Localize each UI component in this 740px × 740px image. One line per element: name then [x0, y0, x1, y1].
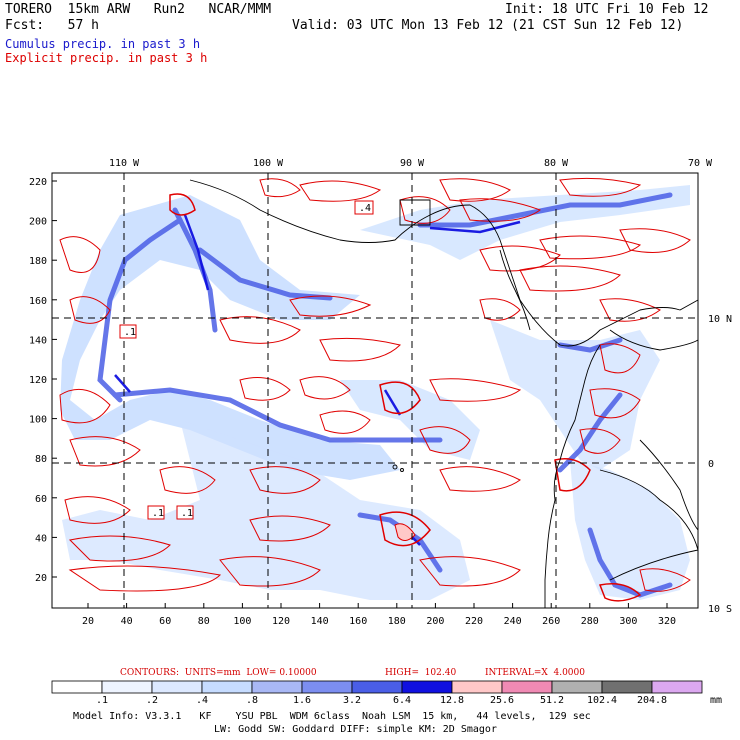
contours-high: HIGH= 102.40	[385, 668, 457, 678]
colorbar-swatch	[451, 680, 503, 694]
colorbar-swatch	[151, 680, 203, 694]
lon-label: 110 W	[109, 158, 140, 169]
colorbar-swatch	[251, 680, 303, 694]
colorbar-swatch	[101, 680, 153, 694]
model-info: Model Info: V3.3.1 KF YSU PBL WDM 6class…	[73, 711, 591, 722]
colorbar-tick-label: 51.2	[539, 695, 565, 706]
y-tick-label: 100	[29, 415, 47, 426]
x-tick-label: 60	[159, 616, 171, 627]
physics-info: LW: Godd SW: Goddard DIFF: simple KM: 2D…	[214, 724, 497, 735]
lon-label: 80 W	[544, 158, 569, 169]
colorbar-tick-label: .8	[245, 695, 259, 706]
colorbar-tick-label: 25.6	[489, 695, 515, 706]
contour-label: .1	[181, 508, 193, 519]
y-tick-label: 20	[35, 573, 47, 584]
coastlines	[189, 179, 698, 608]
x-tick-label: 140	[311, 616, 329, 627]
lon-label: 100 W	[253, 158, 284, 169]
colorbar-tick-label: 204.8	[636, 695, 668, 706]
contours-units: CONTOURS: UNITS=mm LOW= 0.10000	[120, 668, 317, 678]
valid-time: Valid: 03 UTC Mon 13 Feb 12 (21 CST Sun …	[292, 18, 684, 33]
colorbar-swatch	[201, 680, 253, 694]
y-tick-label: 160	[29, 296, 47, 307]
x-tick-label: 300	[619, 616, 637, 627]
x-tick-label: 320	[658, 616, 676, 627]
colorbar-unit: mm	[709, 695, 723, 706]
explicit-contours	[59, 177, 691, 602]
x-tick-label: 240	[504, 616, 522, 627]
x-tick-label: 200	[426, 616, 444, 627]
x-tick-label: 80	[198, 616, 210, 627]
lon-label: 90 W	[400, 158, 425, 169]
x-tick-label: 280	[581, 616, 599, 627]
x-tick-label: 260	[542, 616, 560, 627]
colorbar-swatch	[301, 680, 353, 694]
colorbar-swatch	[351, 680, 403, 694]
y-tick-label: 40	[35, 533, 47, 544]
x-tick-label: 180	[388, 616, 406, 627]
cumulus-light-areas	[60, 185, 690, 600]
y-tick-label: 180	[29, 256, 47, 267]
lon-label: 70 W	[688, 158, 713, 169]
x-tick-label: 100	[233, 616, 251, 627]
contour-label: .1	[152, 508, 164, 519]
lat-lon-grid	[52, 173, 698, 608]
x-tick-label: 220	[465, 616, 483, 627]
colorbar-tick-label: 3.2	[342, 695, 362, 706]
precip-field	[59, 177, 698, 608]
init-time: Init: 18 UTC Fri 10 Feb 12	[505, 2, 709, 17]
colorbar-swatch	[401, 680, 453, 694]
model-title: TORERO 15km ARW Run2 NCAR/MMM	[5, 2, 272, 17]
colorbar-tick-label: 1.6	[292, 695, 312, 706]
colorbar-tick-label: .1	[95, 695, 109, 706]
y-tick-label: 80	[35, 454, 47, 465]
legend-cumulus: Cumulus precip. in past 3 h	[5, 37, 201, 51]
colorbar-swatch	[651, 680, 703, 694]
contour-label: .4	[359, 203, 371, 214]
legend-explicit: Explicit precip. in past 3 h	[5, 51, 208, 65]
forecast-hour: Fcst: 57 h	[5, 18, 99, 33]
colorbar-swatch	[551, 680, 603, 694]
map-frame	[51, 172, 699, 609]
x-tick-label: 120	[272, 616, 290, 627]
x-tick-label: 160	[349, 616, 367, 627]
contour-labels: .4 .1 .1 .1	[119, 200, 374, 520]
y-tick-label: 140	[29, 335, 47, 346]
colorbar-swatch	[501, 680, 553, 694]
colorbar-tick-label: 6.4	[392, 695, 412, 706]
colorbar	[51, 680, 703, 694]
lat-label: 10 S	[708, 604, 732, 615]
x-tick-label: 20	[82, 616, 94, 627]
lat-label: 10 N	[708, 314, 732, 325]
y-tick-label: 200	[29, 217, 47, 228]
colorbar-swatch	[51, 680, 103, 694]
y-tick-label: 220	[29, 177, 47, 188]
y-tick-label: 120	[29, 375, 47, 386]
contour-label: .1	[124, 327, 136, 338]
lon-labels: 110 W 100 W 90 W 80 W 70 W	[109, 158, 713, 169]
lat-label: 0	[708, 459, 714, 470]
colorbar-tick-label: 102.4	[586, 695, 618, 706]
x-tick-label: 40	[121, 616, 133, 627]
colorbar-swatch	[601, 680, 653, 694]
contours-interval: INTERVAL=X 4.0000	[485, 668, 585, 678]
lat-labels: 10 N 0 10 S	[708, 314, 732, 615]
colorbar-tick-label: 12.8	[439, 695, 465, 706]
y-tick-label: 60	[35, 494, 47, 505]
colorbar-tick-label: .2	[145, 695, 159, 706]
colorbar-tick-label: .4	[195, 695, 209, 706]
